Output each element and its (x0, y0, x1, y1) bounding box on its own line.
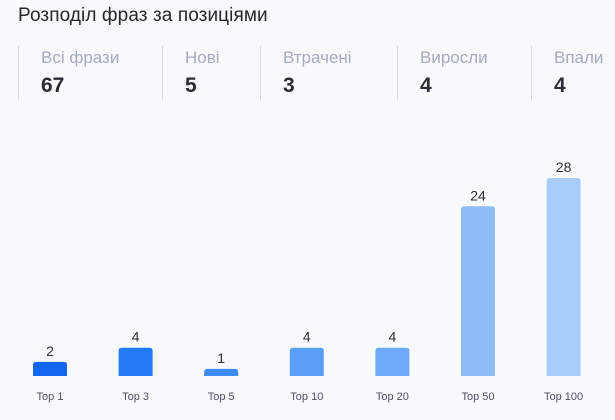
stat-grew[interactable]: Виросли 4 (397, 46, 531, 100)
stat-label: Нові (185, 48, 220, 67)
stat-dropped[interactable]: Впали 4 (531, 46, 615, 100)
category-tick-label: Top 3 (122, 391, 149, 403)
bar-top-5[interactable] (204, 368, 239, 376)
bar-value-label: 4 (303, 329, 311, 345)
bar-value-label: 28 (556, 159, 572, 175)
bar-value-label: 1 (217, 350, 225, 366)
stat-value: 4 (420, 74, 432, 97)
stat-value: 3 (283, 74, 295, 97)
stat-lost[interactable]: Втрачені 3 (260, 46, 397, 100)
category-tick-label: Top 5 (208, 391, 235, 403)
bar-top-20[interactable] (375, 347, 410, 376)
bar-value-label: 2 (46, 343, 54, 359)
stat-label: Виросли (420, 48, 488, 67)
stats-row: Всі фрази 67 Нові 5 Втрачені 3 Виросли 4… (18, 46, 615, 100)
bar-value-label: 4 (132, 329, 140, 345)
bar-top-10[interactable] (289, 347, 324, 376)
category-tick-label: Top 10 (290, 391, 323, 403)
bar-top-100[interactable] (546, 178, 581, 376)
bar-value-label: 24 (470, 187, 486, 203)
stat-new[interactable]: Нові 5 (162, 46, 260, 100)
category-tick-label: Top 1 (37, 391, 64, 403)
bar-top-1[interactable] (33, 361, 67, 376)
category-tick-label: Top 100 (544, 391, 583, 403)
stat-label: Втрачені (283, 48, 352, 67)
stat-value: 5 (185, 74, 197, 97)
bar-top-50[interactable] (461, 206, 495, 376)
category-tick-label: Top 20 (376, 391, 409, 403)
stat-all-phrases[interactable]: Всі фрази 67 (18, 46, 162, 100)
stat-label: Всі фрази (41, 48, 120, 67)
position-distribution-chart: 2 Top 1 4 Top 3 1 Top 5 4 Top 10 4 Top 20 24 Top 50… (33, 159, 583, 403)
category-tick-label: Top 50 (461, 391, 494, 403)
stat-value: 4 (554, 74, 566, 97)
page-title: Розподіл фраз за позиціями (18, 5, 268, 26)
bar-value-label: 4 (389, 329, 397, 345)
stat-label: Впали (554, 48, 604, 67)
stat-value: 67 (41, 74, 65, 97)
bar-top-3[interactable] (118, 347, 153, 376)
